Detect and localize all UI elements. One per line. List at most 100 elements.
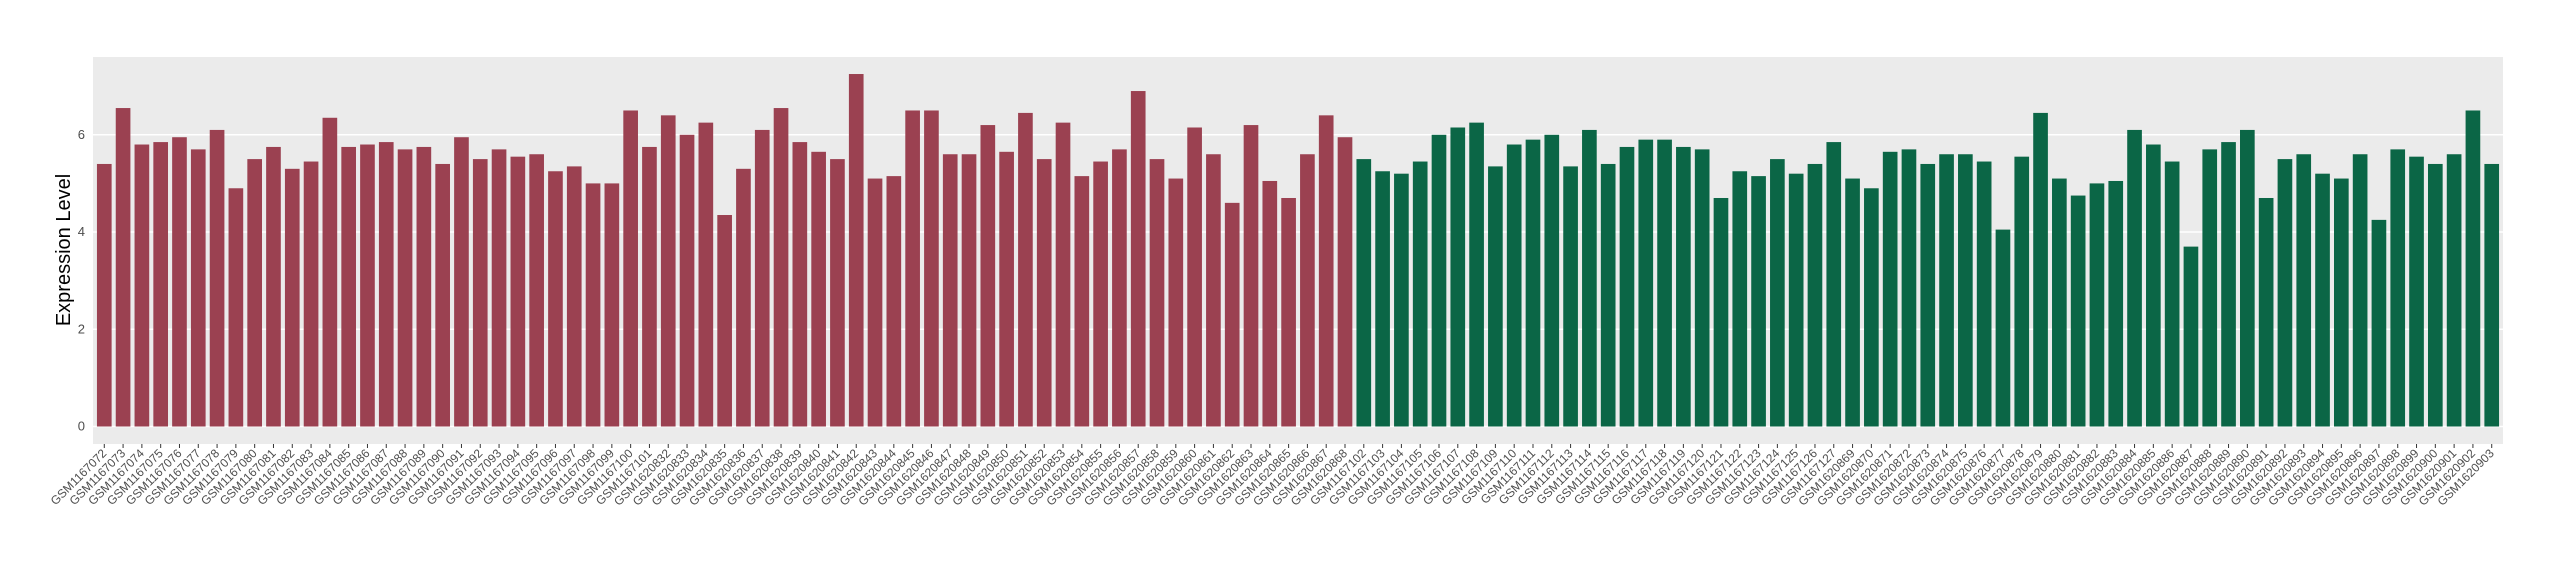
- bar: [2465, 110, 2481, 427]
- bar: [1262, 180, 1278, 427]
- bar: [153, 142, 169, 427]
- bar: [2352, 154, 2368, 427]
- bar: [1074, 176, 1090, 427]
- bar: [1713, 197, 1729, 427]
- bar: [228, 188, 244, 427]
- bar: [566, 166, 582, 427]
- bar: [2296, 154, 2312, 427]
- bar: [2221, 142, 2236, 427]
- bar: [435, 163, 450, 427]
- bar: [1206, 154, 1221, 427]
- bar: [322, 117, 338, 427]
- bar: [266, 146, 281, 427]
- bar: [172, 137, 187, 427]
- bar: [2183, 246, 2199, 427]
- bar: [1845, 178, 1860, 427]
- bar: [660, 115, 676, 427]
- bar: [604, 183, 620, 427]
- bar: [2371, 219, 2387, 427]
- bar: [1958, 154, 1973, 427]
- bar: [585, 183, 601, 427]
- bar: [360, 144, 375, 427]
- bar: [698, 122, 714, 427]
- bar: [642, 146, 657, 427]
- bar: [2240, 129, 2255, 427]
- bar: [2164, 161, 2180, 427]
- bar: [472, 159, 488, 427]
- bar: [1356, 159, 1372, 427]
- bar: [1112, 149, 1127, 427]
- bar: [1638, 139, 1654, 427]
- bar: [209, 129, 225, 427]
- bar: [341, 146, 356, 427]
- bar: [717, 215, 732, 427]
- bar: [736, 168, 751, 427]
- bar: [2108, 180, 2124, 427]
- y-tick-label: 4: [78, 224, 85, 239]
- y-tick-label: 0: [78, 418, 85, 433]
- bar: [1544, 134, 1560, 427]
- bar: [96, 163, 112, 427]
- bar: [2484, 163, 2500, 427]
- bar: [1995, 229, 2011, 427]
- bar: [2202, 149, 2218, 427]
- y-tick-label: 6: [78, 127, 85, 142]
- bar: [830, 159, 845, 427]
- bar: [1093, 161, 1108, 427]
- bar: [548, 171, 563, 427]
- bar: [1187, 127, 1202, 427]
- bar: [1751, 176, 1766, 427]
- bar: [2146, 144, 2161, 427]
- bar: [679, 134, 695, 427]
- bar: [811, 151, 826, 427]
- bar: [529, 154, 544, 427]
- bar: [303, 161, 319, 427]
- bar: [2333, 178, 2349, 427]
- bar: [1450, 127, 1466, 427]
- bar: [754, 129, 770, 427]
- bar: [2258, 197, 2274, 427]
- bar: [1300, 154, 1315, 427]
- bar: [1976, 161, 1992, 427]
- bar: [1864, 188, 1879, 427]
- bar: [1469, 122, 1484, 427]
- bar: [1318, 115, 1334, 427]
- bar: [1619, 146, 1635, 427]
- bar: [2427, 163, 2443, 427]
- bar: [2409, 156, 2424, 427]
- bar: [1600, 163, 1616, 427]
- bar: [1243, 125, 1259, 427]
- bar: [886, 176, 902, 427]
- bar: [961, 154, 977, 427]
- bar: [1676, 146, 1691, 427]
- bar: [1657, 139, 1672, 427]
- bar: [247, 159, 263, 427]
- bar: [454, 137, 469, 427]
- bar: [2033, 112, 2048, 427]
- bar: [905, 110, 920, 427]
- y-axis-label: Expression Level: [53, 174, 75, 326]
- bar: [1563, 166, 1578, 427]
- bar: [1732, 171, 1748, 427]
- bar: [1826, 142, 1842, 427]
- bar: [134, 144, 150, 427]
- bar: [2277, 159, 2293, 427]
- bar: [1055, 122, 1071, 427]
- bar: [1412, 161, 1428, 427]
- bar: [2446, 154, 2462, 427]
- bar: [1488, 166, 1503, 427]
- bar: [2390, 149, 2406, 427]
- y-tick-label: 2: [78, 321, 85, 336]
- bar: [980, 125, 996, 427]
- bar: [1807, 163, 1823, 427]
- bar: [2070, 195, 2086, 427]
- bar: [1431, 134, 1447, 427]
- bar: [510, 156, 526, 427]
- bar: [1920, 163, 1936, 427]
- bar: [1224, 202, 1240, 427]
- bar: [773, 108, 789, 427]
- bar: [1375, 171, 1390, 427]
- bar: [416, 146, 432, 427]
- bar: [2089, 183, 2105, 427]
